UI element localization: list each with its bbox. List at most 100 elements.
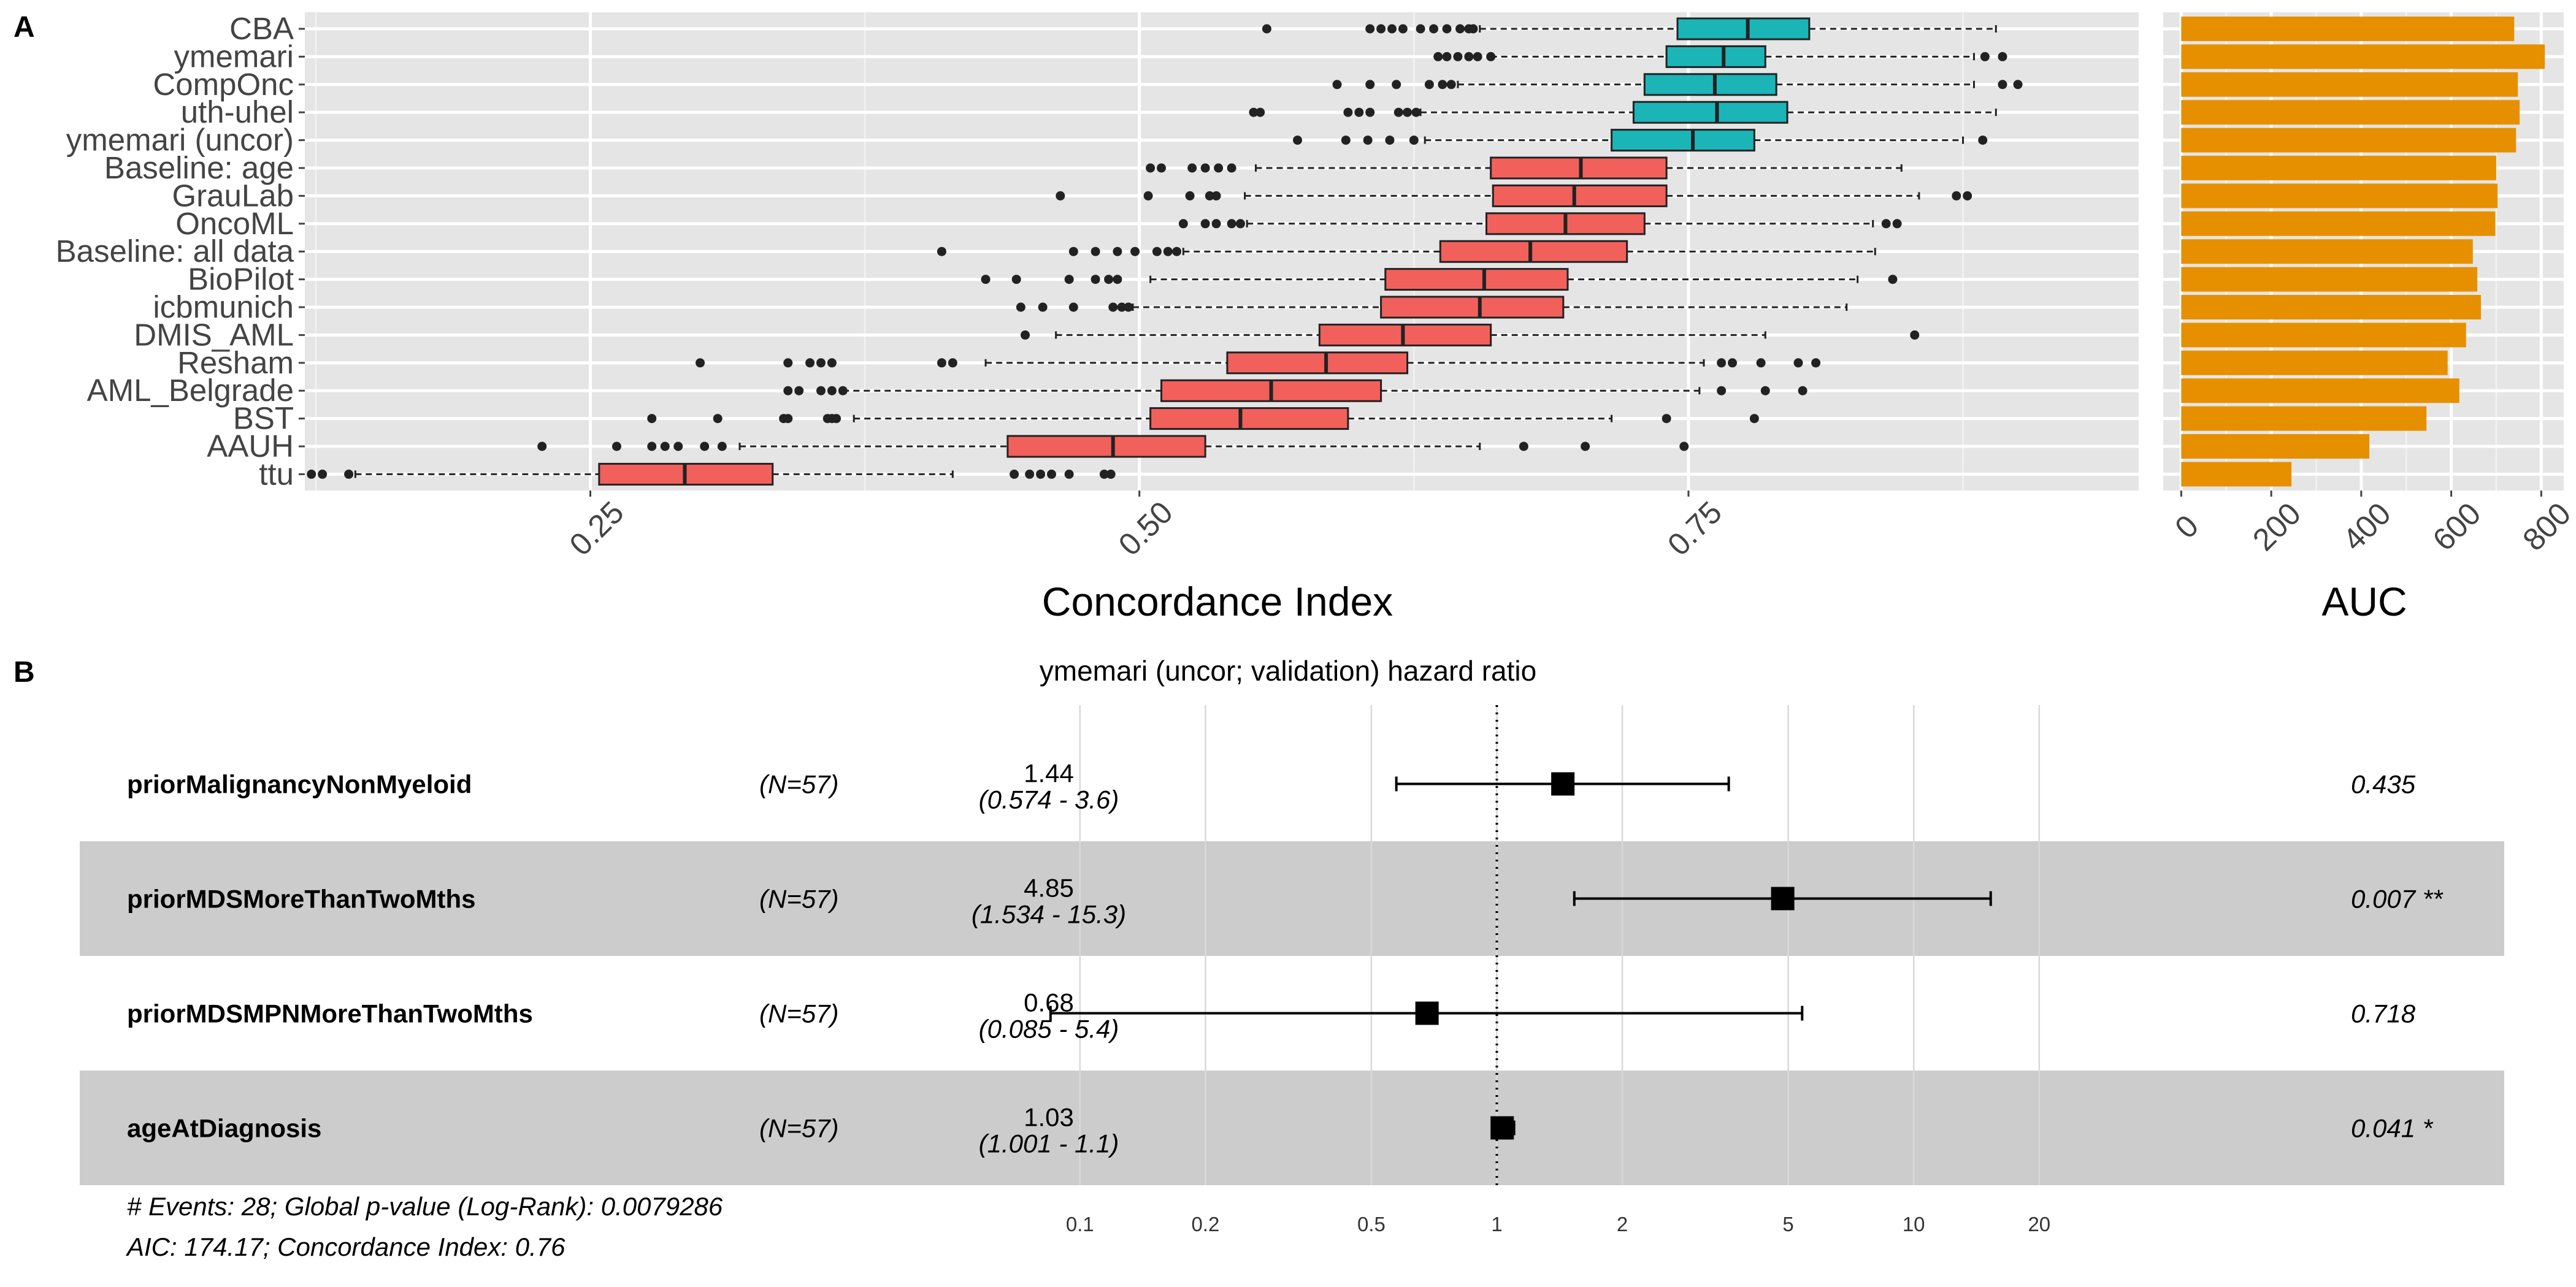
outlier-point	[1117, 302, 1127, 312]
outlier-point	[937, 358, 946, 368]
outlier-point	[1728, 358, 1738, 368]
outlier-point	[1091, 246, 1100, 256]
outlier-point	[1021, 330, 1030, 340]
category-label: AAUH	[207, 429, 294, 464]
outlier-point	[1211, 219, 1221, 229]
hazard-ratio-value: 4.85	[1024, 874, 1074, 903]
outlier-point	[1453, 52, 1463, 61]
outlier-point	[1486, 52, 1496, 61]
outlier-point	[1010, 469, 1019, 479]
outlier-point	[611, 441, 621, 451]
hazard-ratio-marker	[1551, 772, 1575, 796]
forest-title: ymemari (uncor; validation) hazard ratio	[1040, 655, 1536, 687]
outlier-point	[1468, 24, 1478, 34]
outlier-point	[1398, 24, 1408, 34]
outlier-point	[1056, 191, 1065, 200]
panel-b: B ymemari (uncor; validation) hazard rat…	[13, 655, 2504, 1261]
auc-bar	[2181, 100, 2520, 125]
auc-bar	[2181, 295, 2481, 319]
confidence-interval: (1.534 - 15.3)	[972, 900, 1126, 929]
variable-label: priorMDSMoreThanTwoMths	[127, 885, 476, 914]
x-tick-label: 0.50	[1112, 495, 1179, 562]
outlier-point	[1416, 24, 1425, 34]
box	[1665, 45, 1766, 68]
outlier-point	[1200, 219, 1210, 229]
outlier-point	[1130, 246, 1140, 256]
outlier-point	[647, 441, 657, 451]
outlier-point	[783, 358, 793, 368]
outlier-point	[1214, 163, 1224, 173]
outlier-point	[1036, 469, 1046, 479]
outlier-point	[713, 414, 723, 424]
bar-x-tick-label: 0	[2168, 508, 2205, 545]
forest-x-tick-label: 0.2	[1191, 1213, 1219, 1235]
box	[1611, 129, 1755, 152]
outlier-point	[1143, 191, 1153, 200]
outlier-point	[660, 441, 670, 451]
outlier-point	[1187, 163, 1197, 173]
confidence-interval: (0.085 - 5.4)	[979, 1015, 1119, 1044]
auc-bar	[2181, 183, 2498, 208]
outlier-point	[1011, 275, 1021, 285]
category-label: ymemari	[174, 39, 294, 74]
auc-bar-chart: 0 200 400 600 800 AUC	[2163, 12, 2576, 624]
category-label: BST	[233, 401, 294, 436]
bar-x-tick-label: 400	[2336, 496, 2397, 557]
outlier-point	[827, 386, 837, 395]
outlier-point	[1068, 302, 1078, 312]
outlier-point	[1980, 52, 1990, 61]
outlier-point	[1793, 358, 1803, 368]
confidence-interval: (1.001 - 1.1)	[979, 1129, 1119, 1158]
outlier-point	[1106, 469, 1116, 479]
variable-label: priorMalignancyNonMyeloid	[127, 770, 472, 799]
box	[1384, 268, 1569, 291]
forest-plot: ymemari (uncor; validation) hazard ratio…	[80, 655, 2504, 1261]
auc-bar	[2181, 44, 2545, 69]
outlier-point	[1046, 469, 1056, 479]
auc-bar	[2181, 378, 2459, 403]
outlier-point	[1888, 275, 1898, 285]
panel-b-label: B	[13, 656, 35, 689]
outlier-point	[794, 386, 804, 395]
outlier-point	[1411, 107, 1421, 117]
outlier-point	[1998, 52, 2007, 61]
outlier-point	[783, 414, 793, 424]
category-label: ttu	[259, 456, 294, 491]
outlier-point	[1064, 469, 1074, 479]
category-label: BioPilot	[188, 262, 294, 297]
outlier-point	[1068, 246, 1078, 256]
hazard-ratio-value: 1.03	[1024, 1103, 1074, 1132]
outlier-point	[1200, 163, 1210, 173]
box	[1006, 435, 1206, 458]
box	[1676, 17, 1811, 40]
outlier-point	[1185, 191, 1195, 200]
outlier-point	[1235, 219, 1245, 229]
outlier-point	[1387, 24, 1397, 34]
outlier-point	[673, 441, 683, 451]
outlier-point	[1756, 358, 1766, 368]
p-value: 0.041 *	[2351, 1114, 2434, 1143]
category-label: CompOnc	[153, 67, 294, 102]
model-summary-line: # Events: 28; Global p-value (Log-Rank):…	[127, 1192, 723, 1221]
variable-label: priorMDSMPNMoreThanTwoMths	[127, 999, 533, 1028]
box	[1149, 407, 1349, 430]
box	[1490, 156, 1668, 180]
outlier-point	[783, 386, 793, 395]
outlier-point	[1365, 24, 1375, 34]
outlier-point	[318, 469, 328, 479]
outlier-point	[1365, 107, 1375, 117]
outlier-point	[1354, 107, 1364, 117]
bar-x-tick-label: 600	[2426, 496, 2487, 557]
outlier-point	[1227, 219, 1236, 229]
outlier-point	[2013, 80, 2023, 90]
outlier-point	[1064, 275, 1074, 285]
forest-x-tick-label: 20	[2028, 1213, 2050, 1235]
auc-bar	[2181, 350, 2448, 375]
outlier-point	[1455, 24, 1465, 34]
outlier-point	[981, 275, 991, 285]
hazard-ratio-marker	[1490, 1116, 1514, 1140]
outlier-point	[1332, 80, 1342, 90]
outlier-point	[1365, 80, 1375, 90]
outlier-point	[1025, 469, 1035, 479]
forest-x-tick-label: 0.5	[1357, 1213, 1386, 1235]
